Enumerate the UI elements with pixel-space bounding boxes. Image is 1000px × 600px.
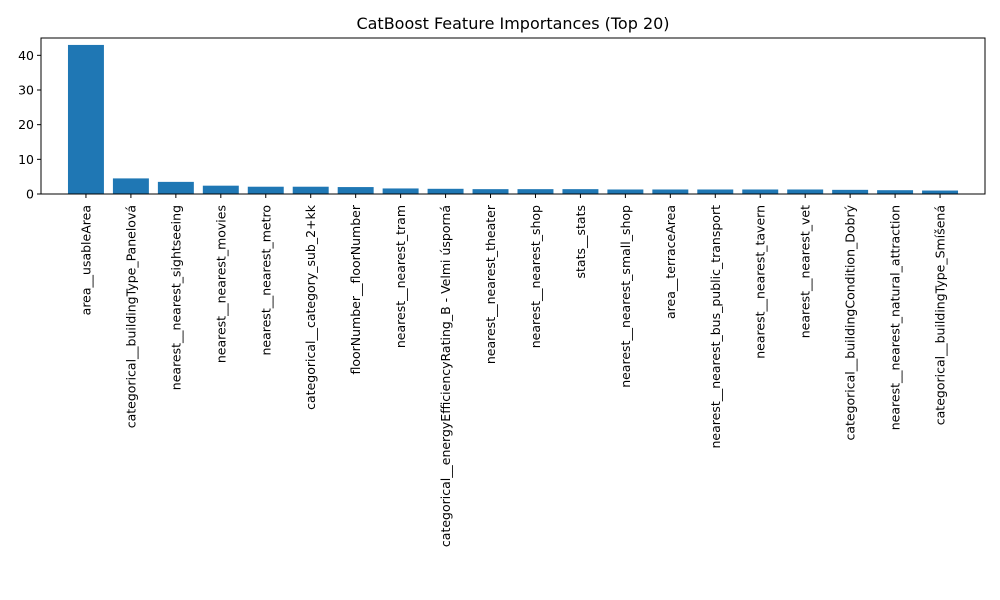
x-tick-label: categorical__buildingType_Smíšená [933, 205, 948, 425]
chart-title: CatBoost Feature Importances (Top 20) [356, 14, 669, 33]
bar [607, 189, 644, 194]
bar [562, 189, 599, 194]
x-tick-label: floorNumber__floorNumber [348, 204, 363, 374]
bar [247, 186, 284, 194]
x-tick-label: nearest__nearest_natural_attraction [888, 205, 903, 430]
y-tick-label: 40 [18, 48, 34, 63]
y-tick-label: 10 [18, 152, 34, 167]
bar [292, 186, 329, 194]
bar [787, 189, 824, 194]
x-tick-label: stats__stats [573, 205, 588, 278]
x-tick-label: nearest__nearest_metro [258, 205, 273, 356]
plot-frame [40, 37, 986, 195]
bar [472, 189, 509, 194]
x-tick-label: categorical__buildingType_Panelová [123, 205, 138, 428]
bar [427, 188, 464, 194]
bar [652, 189, 689, 194]
bar [202, 185, 239, 194]
bars-group [67, 44, 959, 195]
bar [877, 190, 914, 194]
x-tick-label: area__usableArea [78, 205, 93, 315]
bar [337, 187, 374, 194]
y-tick-label: 20 [18, 117, 34, 132]
x-tick-label: nearest__nearest_tavern [753, 205, 768, 359]
x-tick-label: nearest__nearest_shop [528, 205, 543, 348]
bar [517, 189, 554, 194]
y-tick-label: 30 [18, 83, 34, 98]
bar [382, 188, 419, 194]
x-tick-label: categorical__buildingCondition_Dobrý [843, 204, 858, 440]
bar [742, 189, 779, 194]
x-tick-label: nearest__nearest_theater [483, 204, 498, 364]
x-tick-label: nearest__nearest_tram [393, 205, 408, 348]
bar [922, 190, 959, 194]
x-tick-label: nearest__nearest_sightseeing [168, 205, 183, 390]
x-tick-label: nearest__nearest_vet [798, 205, 813, 338]
bar [832, 189, 869, 194]
bar [157, 181, 194, 194]
bar [112, 178, 149, 194]
x-tick-label: nearest__nearest_bus_public_transport [708, 205, 723, 449]
x-tick-label: nearest__nearest_movies [213, 205, 228, 363]
y-tick-label: 0 [26, 187, 34, 202]
x-tick-label: categorical__energyEfficiencyRating_B - … [438, 205, 453, 547]
bar [67, 44, 104, 195]
x-tick-label: categorical__category_sub_2+kk [303, 204, 318, 410]
x-axis: area__usableArea categorical__buildingTyp… [78, 194, 948, 547]
bar [697, 189, 734, 194]
y-axis: 0 10 20 30 40 [18, 48, 41, 202]
x-tick-label: area__terraceArea [663, 205, 678, 319]
x-tick-label: nearest__nearest_small_shop [618, 205, 633, 388]
